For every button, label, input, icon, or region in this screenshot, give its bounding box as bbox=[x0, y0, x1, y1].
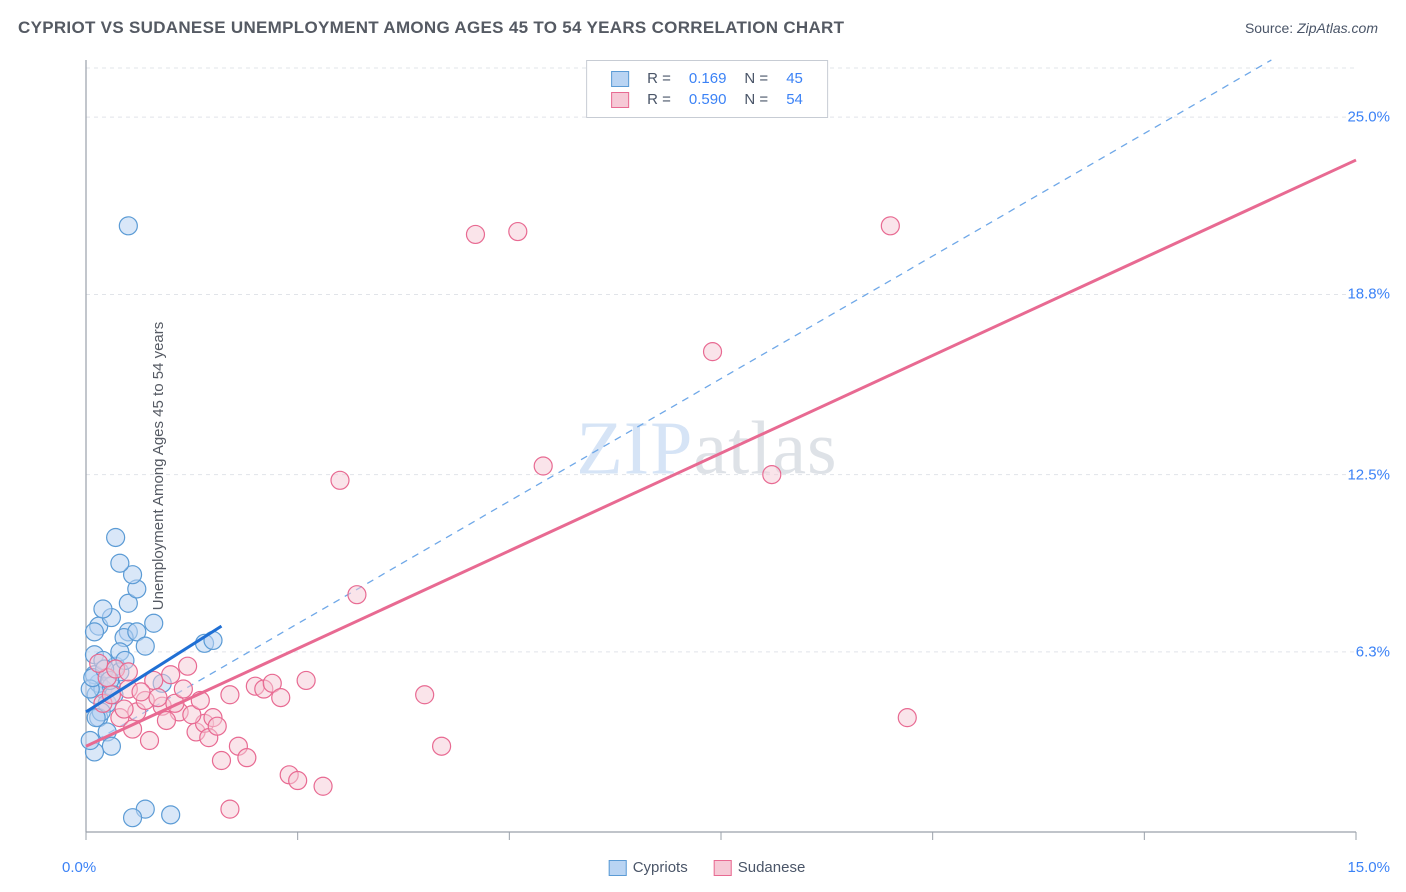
legend-r-label: R = bbox=[639, 69, 679, 88]
legend-r-value: 0.169 bbox=[681, 69, 735, 88]
y-axis-tick-label: 6.3% bbox=[1356, 643, 1390, 660]
y-axis-tick-label: 25.0% bbox=[1347, 109, 1390, 126]
x-axis-max-label: 15.0% bbox=[1347, 859, 1390, 876]
source-prefix: Source: bbox=[1245, 20, 1297, 36]
legend-item: Sudanese bbox=[714, 859, 806, 876]
legend-swatch bbox=[609, 860, 627, 876]
series-legend: Cypriots Sudanese bbox=[609, 859, 806, 876]
y-axis-tick-label: 12.5% bbox=[1347, 466, 1390, 483]
header: CYPRIOT VS SUDANESE UNEMPLOYMENT AMONG A… bbox=[0, 0, 1406, 44]
legend-n-label: N = bbox=[736, 90, 776, 109]
legend-label: Sudanese bbox=[738, 859, 806, 876]
legend-r-value: 0.590 bbox=[681, 90, 735, 109]
source-attribution: Source: ZipAtlas.com bbox=[1245, 20, 1378, 36]
legend-swatch bbox=[611, 92, 629, 108]
scatter-plot bbox=[58, 50, 1396, 882]
correlation-legend: R =0.169N =45 R =0.590N =54 bbox=[586, 60, 828, 118]
plot-container: Unemployment Among Ages 45 to 54 years Z… bbox=[18, 50, 1396, 882]
chart-title: CYPRIOT VS SUDANESE UNEMPLOYMENT AMONG A… bbox=[18, 18, 844, 38]
legend-n-value: 54 bbox=[778, 90, 811, 109]
legend-item: Cypriots bbox=[609, 859, 688, 876]
legend-swatch bbox=[714, 860, 732, 876]
legend-label: Cypriots bbox=[633, 859, 688, 876]
legend-r-label: R = bbox=[639, 90, 679, 109]
source-link[interactable]: ZipAtlas.com bbox=[1297, 20, 1378, 36]
legend-swatch bbox=[611, 71, 629, 87]
legend-n-label: N = bbox=[736, 69, 776, 88]
y-axis-tick-label: 18.8% bbox=[1347, 286, 1390, 303]
x-axis-min-label: 0.0% bbox=[62, 859, 96, 876]
legend-n-value: 45 bbox=[778, 69, 811, 88]
